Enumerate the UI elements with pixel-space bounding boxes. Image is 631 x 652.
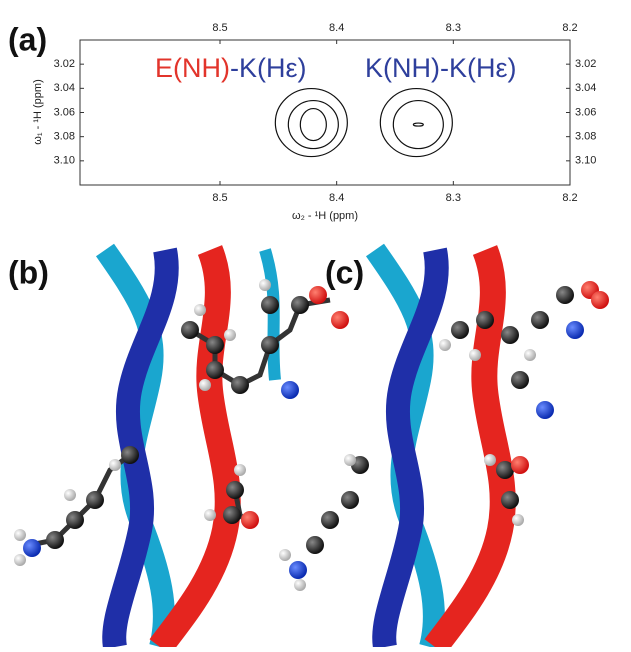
y-tick-label: 3.08 — [54, 131, 75, 143]
y-tick-label: 3.06 — [575, 106, 596, 118]
panel-label: (a) — [8, 21, 47, 57]
y-tick-label: 3.02 — [575, 58, 596, 70]
y-tick-label: 3.04 — [54, 82, 75, 94]
x-tick-label: 8.3 — [446, 22, 461, 34]
contour — [275, 89, 347, 157]
molecular-panels: (b) (c) — [8, 250, 609, 647]
x-tick-label: 8.2 — [562, 22, 577, 34]
x-tick-label: 8.5 — [212, 22, 227, 34]
y-tick-label: 3.10 — [575, 155, 596, 167]
figure: (a) ω₂ - ¹H (ppm) ω₁ - ¹H (ppm) E(NH)-K(… — [0, 0, 631, 647]
ribbons-c — [375, 250, 503, 647]
x-tick-label: 8.2 — [562, 192, 577, 204]
y-tick-label: 3.08 — [575, 131, 596, 143]
contour-panel: (a) ω₂ - ¹H (ppm) ω₁ - ¹H (ppm) E(NH)-K(… — [8, 21, 596, 221]
atoms-c — [279, 281, 609, 591]
annotation: E(NH)-K(Hε) — [155, 53, 307, 83]
y-tick-label: 3.02 — [54, 58, 75, 70]
contour — [300, 109, 326, 141]
annotation-part: E(NH) — [155, 53, 230, 83]
panel-label: (c) — [325, 254, 364, 290]
x-tick-label: 8.4 — [329, 192, 344, 204]
contour — [393, 101, 443, 149]
x-axis-label: ω₂ - ¹H (ppm) — [292, 210, 358, 222]
contour — [288, 101, 338, 149]
y-tick-label: 3.04 — [575, 82, 596, 94]
annotation-part: K(NH)-K(Hε) — [365, 53, 517, 83]
y-tick-label: 3.10 — [54, 155, 75, 167]
x-tick-label: 8.5 — [212, 192, 227, 204]
atoms-b — [14, 279, 349, 566]
annotation-part: -K(Hε) — [230, 53, 307, 83]
y-tick-label: 3.06 — [54, 106, 75, 118]
x-tick-label: 8.3 — [446, 192, 461, 204]
molecule-b — [30, 300, 330, 545]
x-tick-label: 8.4 — [329, 22, 344, 34]
panel-label: (b) — [8, 254, 49, 290]
y-axis-label: ω₁ - ¹H (ppm) — [32, 79, 44, 144]
contour — [413, 123, 423, 126]
annotation: K(NH)-K(Hε) — [365, 53, 517, 83]
